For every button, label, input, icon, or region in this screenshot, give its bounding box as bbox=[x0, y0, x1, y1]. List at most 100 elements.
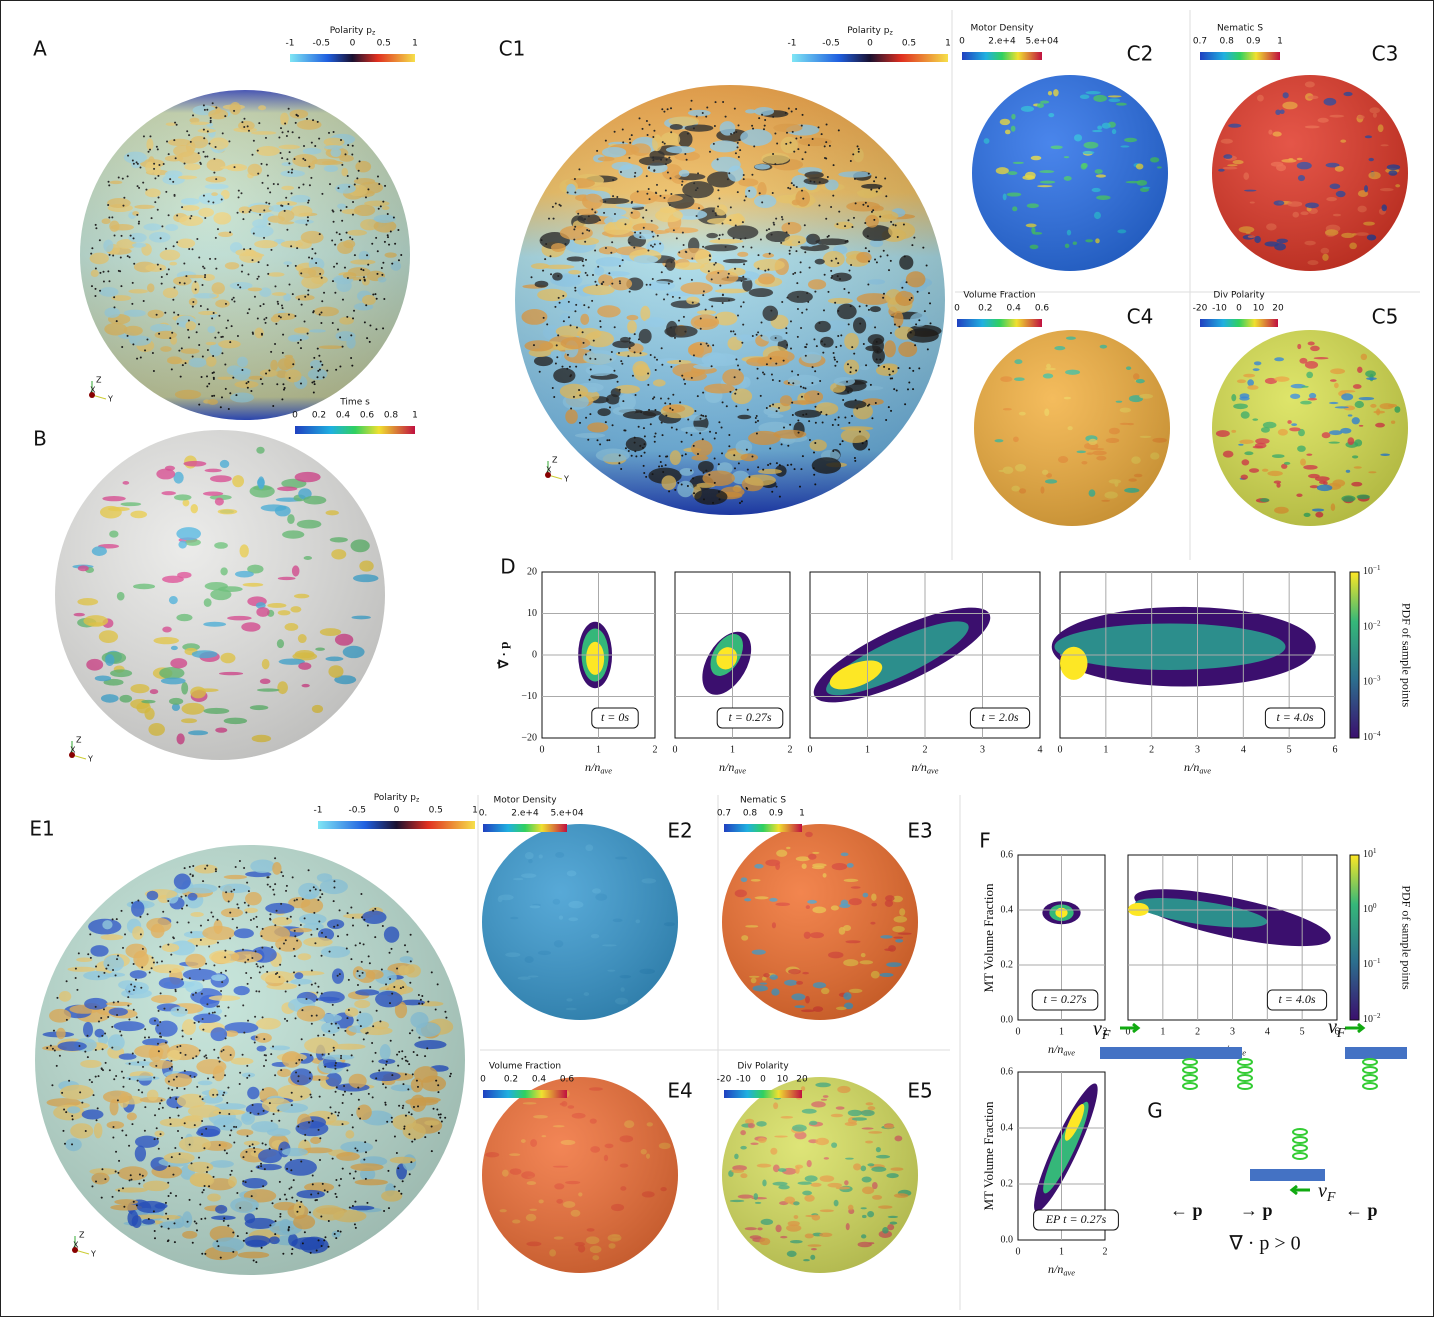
triad-label: Z bbox=[76, 736, 82, 745]
superscript: −3 bbox=[1373, 674, 1381, 682]
sphere-shade bbox=[80, 90, 410, 420]
label-main: 10 bbox=[1363, 677, 1373, 688]
triad-label: X bbox=[90, 386, 96, 395]
colorbar-tick-label: 0.8 bbox=[384, 411, 399, 421]
colorbar-tick-label: -20 bbox=[1193, 304, 1208, 314]
x-tick-label: 0 bbox=[673, 744, 678, 755]
label-main: Polarity p bbox=[847, 26, 890, 36]
colorbar-tick-label: 0.4 bbox=[336, 411, 351, 421]
superscript: −1 bbox=[1373, 957, 1381, 965]
motor-spring bbox=[1237, 1058, 1253, 1066]
superscript: −4 bbox=[1373, 730, 1381, 738]
subscript: ave bbox=[734, 767, 746, 776]
x-tick-label: 1 bbox=[596, 744, 601, 755]
annotation: t = 4.0s bbox=[1276, 710, 1313, 724]
heatmap-cells bbox=[1060, 646, 1088, 680]
filament bbox=[1250, 1169, 1325, 1181]
x-tick-label: 3 bbox=[980, 744, 985, 755]
heatmap-cells bbox=[1128, 902, 1149, 917]
sphere bbox=[1212, 330, 1408, 526]
x-tick-label: 0 bbox=[1058, 744, 1063, 755]
motor-spring bbox=[1292, 1152, 1308, 1160]
subscript: F bbox=[1101, 1028, 1111, 1043]
panel-label: E3 bbox=[907, 819, 932, 843]
superscript: 0 bbox=[1373, 902, 1377, 910]
colorbar-tick-label: 10 bbox=[777, 1075, 789, 1085]
colorbar-tick-label: 1 bbox=[799, 809, 805, 819]
motor-spring bbox=[1362, 1058, 1378, 1066]
x-axis-label: n/nave bbox=[719, 760, 746, 776]
subscript: z bbox=[889, 30, 893, 37]
motor-spring bbox=[1237, 1074, 1253, 1082]
x-tick-label: 4 bbox=[1038, 744, 1043, 755]
label-main: 10 bbox=[1363, 566, 1373, 577]
y-tick-label: 10 bbox=[527, 608, 537, 619]
x-tick-label: 1 bbox=[1103, 744, 1108, 755]
label-main: v bbox=[1328, 1016, 1337, 1038]
panel-label: F bbox=[979, 829, 991, 853]
colorbar-tick-label: 0.7 bbox=[1193, 37, 1207, 47]
panel-label: C5 bbox=[1372, 305, 1399, 329]
colorbar-tick-label: 10−2 bbox=[1363, 619, 1381, 633]
label-main: 10 bbox=[1363, 904, 1373, 915]
colorbar-tick-label: -1 bbox=[314, 806, 323, 816]
sphere bbox=[482, 824, 678, 1020]
panel-label: E2 bbox=[667, 819, 692, 843]
annotation: EP t = 0.27s bbox=[1045, 1212, 1107, 1226]
colorbar-tick-label: 10−1 bbox=[1363, 564, 1381, 578]
motor-spring bbox=[1362, 1082, 1378, 1090]
colorbar-title: Volume Fraction bbox=[963, 291, 1035, 301]
x-axis-label: n/nave bbox=[1048, 1262, 1075, 1278]
sphere bbox=[722, 1077, 918, 1273]
label-main: n/n bbox=[585, 760, 600, 774]
colorbar-title: Polarity pz bbox=[847, 26, 893, 37]
x-tick-label: 0 bbox=[540, 744, 545, 755]
colorbar-tick-label: 20 bbox=[796, 1075, 808, 1085]
colorbar-tick-label: 0 bbox=[394, 806, 400, 816]
x-tick-label: 5 bbox=[1287, 744, 1292, 755]
colorbar bbox=[1349, 571, 1360, 739]
colorbar-tick-label: 0.4 bbox=[1007, 304, 1022, 314]
triad-label: Y bbox=[107, 395, 113, 404]
annotation: t = 0.27s bbox=[1043, 992, 1086, 1006]
colorbar-tick-label: -20 bbox=[717, 1075, 732, 1085]
x-tick-label: 1 bbox=[1059, 1246, 1064, 1257]
motor-spring bbox=[1182, 1082, 1198, 1090]
sphere bbox=[482, 1077, 678, 1273]
triad-label: X bbox=[70, 746, 76, 755]
colorbar-tick-label: 0.6 bbox=[560, 1075, 575, 1085]
arrow bbox=[1345, 1022, 1366, 1034]
velocity-label: vF bbox=[1093, 1018, 1111, 1044]
x-tick-label: 2 bbox=[788, 744, 793, 755]
colorbar-tick-label: 1 bbox=[945, 39, 951, 49]
y-axis-label: MT Volume Fraction bbox=[981, 1101, 996, 1211]
motor-spring bbox=[1237, 1082, 1253, 1090]
triad-label: Z bbox=[552, 456, 558, 465]
x-tick-label: 2 bbox=[1149, 744, 1154, 755]
colorbar-tick-label: 0 bbox=[1236, 304, 1242, 314]
colorbar-tick-label: 1 bbox=[472, 806, 478, 816]
motor-spring bbox=[1292, 1128, 1308, 1136]
panel-label: A bbox=[33, 37, 47, 61]
colorbar-tick-label: -0.5 bbox=[348, 806, 366, 816]
label-main: v bbox=[1093, 1018, 1102, 1040]
annotation: t = 2.0s bbox=[981, 710, 1018, 724]
colorbar bbox=[962, 52, 1042, 60]
x-tick-label: 6 bbox=[1333, 744, 1338, 755]
y-tick-label: 0.2 bbox=[1001, 959, 1014, 970]
sphere-shade bbox=[1212, 330, 1408, 526]
colorbar-tick-label: 0 bbox=[867, 39, 873, 49]
superscript: −2 bbox=[1373, 1012, 1381, 1020]
colorbar-tick-label: 0.9 bbox=[1246, 37, 1261, 47]
motor-spring bbox=[1292, 1136, 1308, 1144]
label-main: 10 bbox=[1363, 622, 1373, 633]
colorbar-tick-label: 0 bbox=[480, 1075, 486, 1085]
motor-spring bbox=[1237, 1066, 1253, 1074]
colorbar bbox=[792, 54, 948, 62]
colorbar bbox=[1200, 52, 1280, 60]
velocity-label: vF bbox=[1318, 1180, 1336, 1206]
y-tick-label: 0 bbox=[532, 649, 537, 660]
annotation: t = 4.0s bbox=[1278, 992, 1315, 1006]
triad-label: Z bbox=[79, 1231, 85, 1240]
